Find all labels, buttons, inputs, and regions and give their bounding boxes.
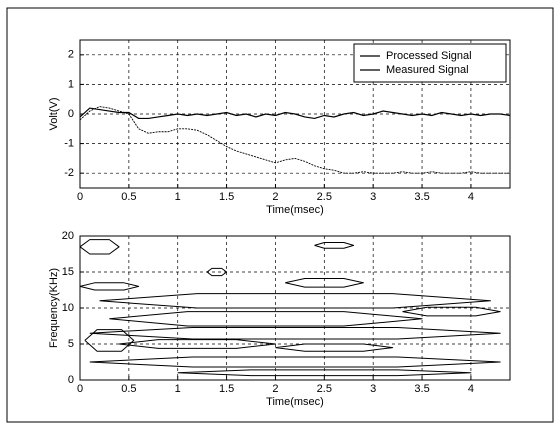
plot-frame [79, 39, 511, 189]
x-tick-label: 2.5 [317, 191, 332, 203]
contour-line [206, 267, 228, 277]
y-tick-label: 0 [68, 108, 74, 120]
legend: Processed Signal Measured Signal [353, 43, 507, 83]
legend-box [353, 43, 507, 83]
legend-label: Measured Signal [386, 64, 469, 76]
x-axis-label: Time(msec) [266, 396, 324, 408]
y-tick-label: 2 [68, 49, 74, 61]
contour-line [119, 339, 276, 349]
contour-line [109, 311, 423, 327]
contour-line [314, 241, 355, 249]
x-tick-label: 0 [77, 383, 83, 395]
plot-frame [79, 235, 511, 381]
y-tick-label: 0 [68, 374, 74, 386]
contour-line [89, 326, 501, 340]
contour-line [79, 239, 120, 255]
x-tick-label: 0 [77, 191, 83, 203]
series-line [79, 107, 511, 120]
y-axis-label: Volt(V) [48, 97, 60, 130]
x-axis-label: Time(msec) [266, 204, 324, 216]
contour-line [177, 369, 472, 377]
contour-line [84, 329, 135, 352]
x-tick-label: 0.5 [121, 383, 136, 395]
legend-label: Processed Signal [386, 50, 472, 62]
contour-line [79, 282, 140, 291]
x-tick-label: 0.5 [121, 191, 136, 203]
y-tick-label: 20 [62, 230, 74, 242]
x-tick-label: 2.5 [317, 383, 332, 395]
y-tick-label: 1 [68, 78, 74, 90]
x-tick-label: 3.5 [414, 383, 429, 395]
y-axis-label: Frequency(KHz) [48, 268, 60, 348]
frame [6, 7, 554, 423]
x-tick-label: 2 [272, 383, 278, 395]
x-tick-label: 3.5 [414, 191, 429, 203]
contour-line [285, 277, 364, 288]
x-tick-label: 1 [175, 191, 181, 203]
x-tick-label: 4 [468, 383, 474, 395]
x-tick-label: 1.5 [219, 383, 234, 395]
contour-line [402, 306, 501, 317]
x-tick-label: 1.5 [219, 191, 234, 203]
y-tick-label: -2 [64, 167, 74, 179]
contour-line [275, 343, 394, 352]
series-line [79, 106, 510, 174]
contour-line [99, 293, 491, 309]
x-tick-label: 3 [370, 191, 376, 203]
x-tick-label: 2 [272, 191, 278, 203]
y-tick-label: -1 [64, 138, 74, 150]
x-tick-label: 4 [468, 191, 474, 203]
contour-line [89, 356, 501, 368]
x-tick-label: 3 [370, 383, 376, 395]
y-tick-label: 15 [62, 266, 74, 278]
y-tick-label: 5 [68, 338, 74, 350]
y-tick-label: 10 [62, 302, 74, 314]
x-tick-label: 1 [175, 383, 181, 395]
